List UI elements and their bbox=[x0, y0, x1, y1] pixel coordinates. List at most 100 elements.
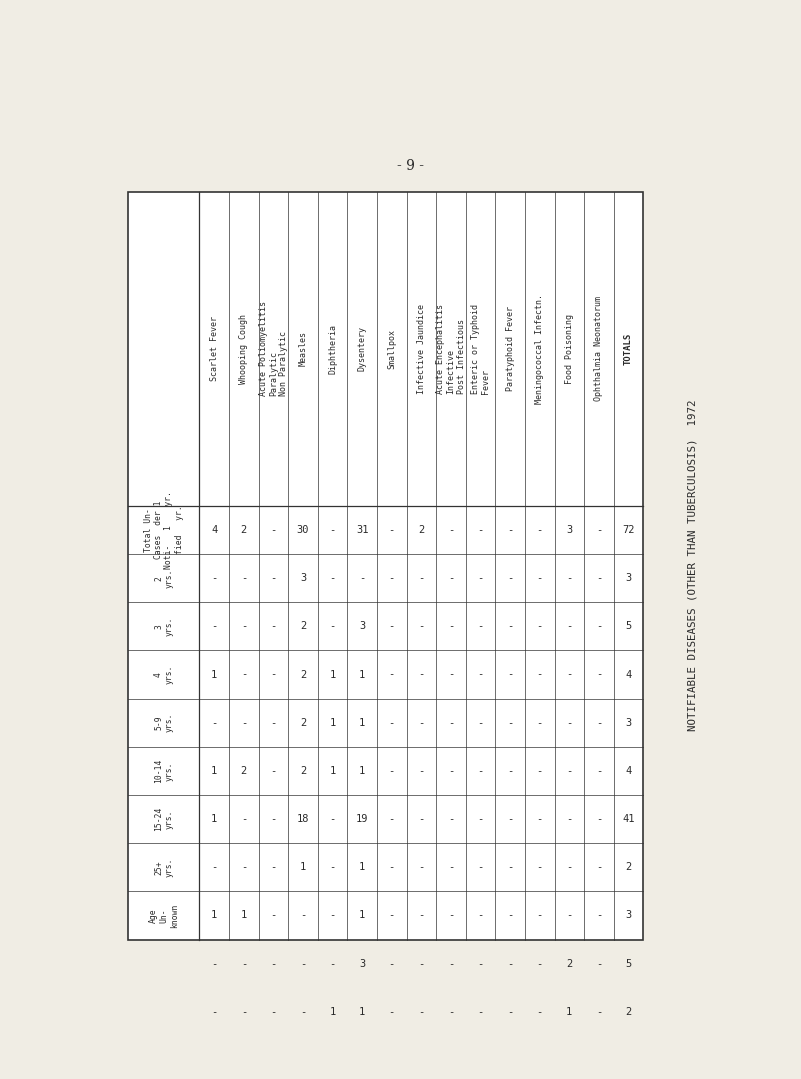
Text: -: - bbox=[448, 814, 454, 824]
Text: 3: 3 bbox=[626, 718, 632, 727]
Text: 1: 1 bbox=[300, 862, 306, 872]
Text: -: - bbox=[388, 1007, 395, 1016]
Text: -: - bbox=[388, 669, 395, 680]
Text: -: - bbox=[537, 1007, 543, 1016]
Text: TOTALS: TOTALS bbox=[624, 332, 633, 365]
Text: -: - bbox=[477, 766, 484, 776]
Text: -: - bbox=[241, 958, 247, 969]
Text: -: - bbox=[388, 766, 395, 776]
Text: Age
Un-
known: Age Un- known bbox=[149, 903, 179, 928]
Text: 3: 3 bbox=[566, 525, 573, 535]
Text: -: - bbox=[241, 718, 247, 727]
Text: 1: 1 bbox=[359, 718, 365, 727]
Text: -: - bbox=[329, 814, 336, 824]
Text: 4: 4 bbox=[211, 525, 217, 535]
Text: -: - bbox=[388, 525, 395, 535]
Text: 4
yrs.: 4 yrs. bbox=[154, 665, 174, 684]
Text: -: - bbox=[566, 622, 573, 631]
Text: -: - bbox=[270, 911, 276, 920]
Text: -: - bbox=[448, 911, 454, 920]
Text: -: - bbox=[596, 573, 602, 583]
Text: -: - bbox=[537, 911, 543, 920]
Text: 2: 2 bbox=[566, 958, 573, 969]
Text: 1: 1 bbox=[359, 766, 365, 776]
Text: -: - bbox=[329, 958, 336, 969]
Text: Acute Poliomyelitis
Paralytic
Non Paralytic: Acute Poliomyelitis Paralytic Non Paraly… bbox=[259, 301, 288, 396]
Text: -: - bbox=[537, 669, 543, 680]
Text: 1: 1 bbox=[329, 766, 336, 776]
Text: Enteric or Typhoid
Fever: Enteric or Typhoid Fever bbox=[471, 304, 490, 394]
Text: 2: 2 bbox=[241, 766, 247, 776]
Text: -: - bbox=[477, 814, 484, 824]
Text: -: - bbox=[270, 573, 276, 583]
Text: -: - bbox=[211, 573, 217, 583]
Text: 3
yrs.: 3 yrs. bbox=[154, 616, 174, 636]
Text: -: - bbox=[329, 862, 336, 872]
Text: Scarlet Fever: Scarlet Fever bbox=[210, 316, 219, 381]
Text: -: - bbox=[537, 958, 543, 969]
Text: 18: 18 bbox=[296, 814, 309, 824]
Text: -: - bbox=[477, 669, 484, 680]
Text: 3: 3 bbox=[300, 573, 306, 583]
Text: -: - bbox=[418, 622, 425, 631]
Text: -: - bbox=[477, 1007, 484, 1016]
Text: -: - bbox=[537, 622, 543, 631]
Text: -: - bbox=[537, 573, 543, 583]
Text: 2
yrs.: 2 yrs. bbox=[154, 569, 174, 588]
Text: -: - bbox=[596, 669, 602, 680]
Text: Ophthalmia Neonatorum: Ophthalmia Neonatorum bbox=[594, 297, 603, 401]
Text: -: - bbox=[477, 718, 484, 727]
Text: -: - bbox=[388, 862, 395, 872]
Text: -: - bbox=[477, 911, 484, 920]
Text: 1: 1 bbox=[211, 814, 217, 824]
Text: -: - bbox=[448, 669, 454, 680]
Text: 1: 1 bbox=[329, 718, 336, 727]
Text: -: - bbox=[211, 622, 217, 631]
Text: -: - bbox=[566, 718, 573, 727]
Text: 1: 1 bbox=[211, 911, 217, 920]
Text: 10-14
yrs.: 10-14 yrs. bbox=[154, 759, 174, 783]
Text: -: - bbox=[300, 1007, 306, 1016]
Text: 4: 4 bbox=[626, 766, 632, 776]
Text: -: - bbox=[448, 766, 454, 776]
Text: Measles: Measles bbox=[299, 331, 308, 366]
Text: 1: 1 bbox=[566, 1007, 573, 1016]
Text: -: - bbox=[477, 622, 484, 631]
Text: -: - bbox=[388, 718, 395, 727]
Text: -: - bbox=[211, 862, 217, 872]
Text: -: - bbox=[300, 958, 306, 969]
Text: -: - bbox=[477, 862, 484, 872]
Text: -: - bbox=[241, 1007, 247, 1016]
Text: 2: 2 bbox=[626, 1007, 632, 1016]
Text: NOTIFIABLE DISEASES (OTHER THAN TUBERCULOSIS)  1972: NOTIFIABLE DISEASES (OTHER THAN TUBERCUL… bbox=[688, 400, 698, 732]
Text: -: - bbox=[596, 525, 602, 535]
Text: -: - bbox=[507, 525, 513, 535]
Text: 1: 1 bbox=[359, 669, 365, 680]
Text: -: - bbox=[596, 766, 602, 776]
Text: -: - bbox=[270, 718, 276, 727]
Text: 5-9
yrs.: 5-9 yrs. bbox=[154, 713, 174, 733]
Text: -: - bbox=[270, 766, 276, 776]
Text: 3: 3 bbox=[626, 911, 632, 920]
Text: -: - bbox=[448, 573, 454, 583]
Text: Smallpox: Smallpox bbox=[388, 329, 396, 369]
Text: - 9 -: - 9 - bbox=[397, 159, 424, 173]
Text: -: - bbox=[388, 911, 395, 920]
Text: Diphtheria: Diphtheria bbox=[328, 324, 337, 373]
Text: 3: 3 bbox=[359, 958, 365, 969]
Text: -: - bbox=[241, 622, 247, 631]
Text: -: - bbox=[329, 911, 336, 920]
Text: -: - bbox=[241, 573, 247, 583]
Text: -: - bbox=[596, 1007, 602, 1016]
Text: 1: 1 bbox=[359, 1007, 365, 1016]
Text: 72: 72 bbox=[622, 525, 634, 535]
Text: 2: 2 bbox=[300, 622, 306, 631]
Text: -: - bbox=[448, 1007, 454, 1016]
Text: -: - bbox=[329, 622, 336, 631]
Text: 2: 2 bbox=[241, 525, 247, 535]
Text: Whooping Cough: Whooping Cough bbox=[239, 314, 248, 384]
Text: -: - bbox=[270, 622, 276, 631]
Text: -: - bbox=[448, 525, 454, 535]
Text: -: - bbox=[211, 958, 217, 969]
Text: 31: 31 bbox=[356, 525, 368, 535]
